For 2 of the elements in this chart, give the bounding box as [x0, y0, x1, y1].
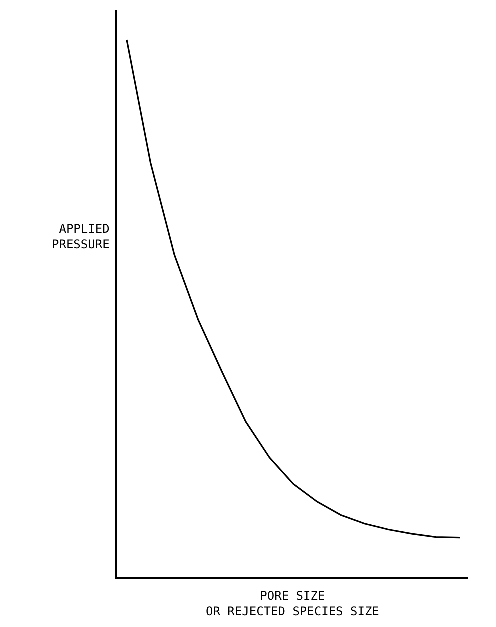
y-axis-title: APPLIED PRESSURE [52, 222, 110, 252]
x-axis-title: PORE SIZE OR REJECTED SPECIES SIZE [206, 589, 380, 619]
